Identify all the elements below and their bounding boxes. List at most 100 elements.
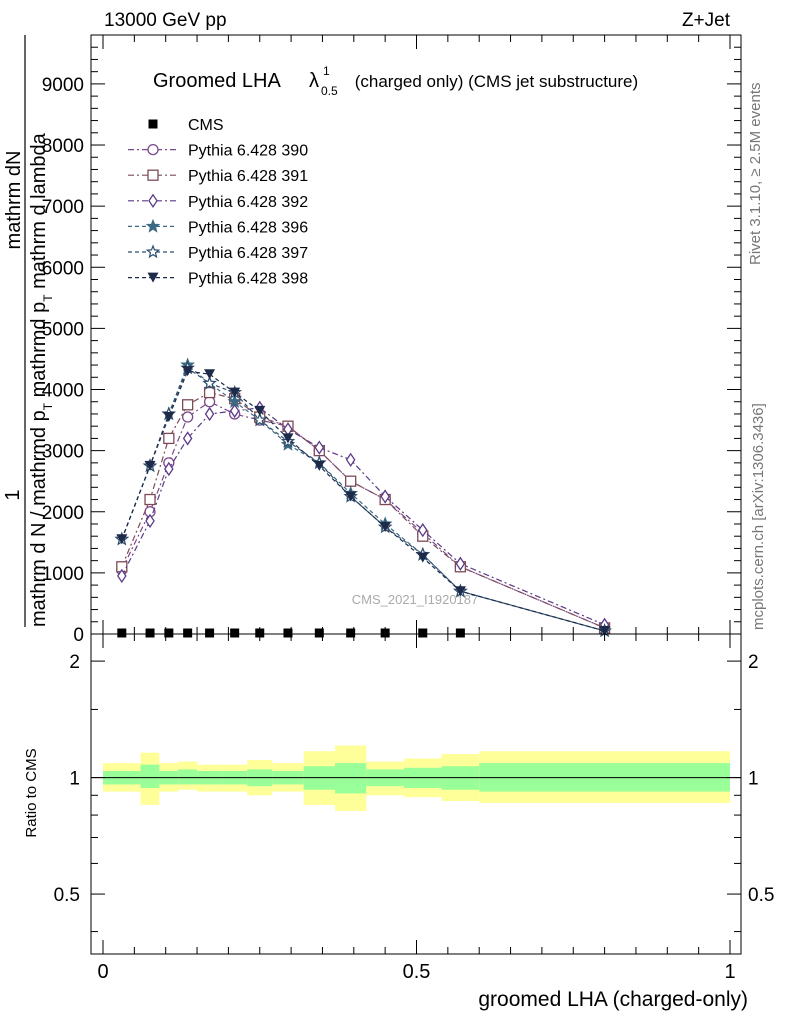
series-5-point-3: [182, 366, 194, 377]
ylabel-one: 1: [2, 489, 24, 500]
main-axis-ticks: 0 1000 2000 3000 4000 5000 6000 7000 8000 9000: [42, 35, 741, 646]
cms-point-12: [455, 628, 465, 638]
plot-title-sub: 0.5: [321, 84, 338, 98]
series-5-point-4: [204, 369, 216, 380]
series-5-point-13: [599, 625, 611, 636]
series-0-point-3: [181, 411, 194, 423]
rivet-version-label: Rivet 3.1.10, ≥ 2.5M events: [747, 83, 764, 266]
legend-marker-2: [147, 169, 159, 181]
legend-marker-0: [148, 119, 158, 129]
plot-title-prefix: Groomed LHA: [153, 70, 281, 92]
header-energy: 13000 GeV pp: [104, 10, 227, 31]
plot-title-sup: 1: [323, 64, 330, 78]
cms-point-7: [283, 628, 293, 638]
series-5-point-8: [313, 460, 325, 471]
series-0-point-4: [203, 396, 216, 408]
ylabel-denominator: mathrm d N / mathrmd pT mathrmd pT mathr…: [28, 132, 55, 627]
series-3-point-5: [227, 394, 242, 408]
series-5-point-5: [229, 387, 241, 398]
series-line-0: [121, 401, 605, 629]
legend-label-4: Pythia 6.428 396: [188, 219, 308, 236]
series-2-point-11: [417, 522, 428, 538]
series-1-point-9: [345, 475, 357, 487]
main-ylabel: 1 mathrm dN mathrm d N / mathrmd pT math…: [2, 35, 55, 627]
ylabel-den-b: T: [41, 402, 55, 410]
analysis-watermark: CMS_2021_I1920187: [352, 592, 479, 607]
series-5-point-11: [417, 552, 429, 563]
cms-point-6: [255, 628, 265, 638]
ratio-ytick-label-right-2: 2: [748, 652, 759, 673]
series-1-point-2: [163, 432, 175, 445]
series-4-point-6: [252, 412, 268, 427]
legend-label-3: Pythia 6.428 392: [188, 194, 308, 211]
cms-data-points: [117, 628, 465, 638]
cms-point-5: [230, 628, 240, 638]
plot-title: Groomed LHA: [153, 70, 281, 92]
legend-marker-6: [147, 272, 159, 283]
ylabel-den-e: mathrm d lambda: [28, 132, 50, 294]
cms-point-2: [164, 628, 174, 638]
legend-label-1: Pythia 6.428 390: [188, 143, 308, 160]
series-line-4: [121, 367, 605, 632]
series-5-point-6: [254, 405, 266, 416]
legend-marker-5: [145, 244, 161, 259]
cms-point-9: [346, 628, 356, 638]
series-2-point-5: [229, 403, 240, 419]
main-ytick-label-6: 6000: [42, 258, 84, 279]
main-ytick-label-8: 8000: [42, 136, 84, 157]
legend-label-2: Pythia 6.428 391: [188, 168, 308, 185]
legend-marker-4: [145, 218, 161, 233]
series-2-point-9: [345, 452, 356, 467]
series-5-point-10: [379, 522, 391, 533]
main-ytick-label-4: 4000: [42, 381, 84, 402]
ylabel-numerator: mathrm dN: [3, 151, 25, 250]
series-2-point-2: [164, 461, 174, 477]
legend-marker-3: [148, 193, 158, 208]
main-ytick-label-3: 3000: [42, 442, 84, 463]
legend-label-6: Pythia 6.428 398: [188, 271, 308, 288]
series-5-point-2: [163, 412, 175, 423]
cms-point-11: [418, 628, 428, 638]
series-1-point-4: [203, 386, 216, 399]
header-process: Z+Jet: [682, 10, 731, 31]
cms-point-1: [145, 628, 155, 638]
legend-label-5: Pythia 6.428 397: [188, 245, 308, 262]
cms-point-10: [380, 628, 390, 638]
ratio-inner-band-3: [178, 769, 198, 785]
cms-point-3: [183, 628, 193, 638]
legend: CMS Pythia 6.428 390 Pythia 6.428 391 Pythi…: [128, 117, 308, 288]
series-2-point-1: [145, 513, 155, 529]
ratio-ytick-label-right-0: 0.5: [748, 885, 774, 906]
main-ytick-label-7: 7000: [42, 197, 84, 218]
ratio-ytick-label-right-1: 1: [748, 769, 759, 790]
ratio-uncertainty-bands: [103, 745, 730, 811]
cms-point-8: [314, 628, 324, 638]
ratio-xtick-label-2: 1: [724, 961, 735, 983]
ratio-plot-panel: 0.5 0.5 1 1 2 2 0 0.5 1: [54, 633, 774, 983]
main-series-group: [114, 357, 612, 638]
ratio-ytick-label-left-0: 0.5: [54, 885, 80, 906]
cms-point-0: [117, 628, 127, 638]
main-ytick-label-9: 9000: [42, 75, 84, 96]
series-5-point-7: [282, 433, 294, 444]
ratio-xtick-label-0: 0: [97, 961, 108, 983]
xlabel: groomed LHA (charged-only): [478, 988, 748, 1011]
ylabel-den-d: T: [41, 294, 55, 302]
series-2-point-10: [380, 489, 390, 504]
ylabel-den-a: mathrm d N / mathrmd p: [28, 410, 50, 627]
cms-point-4: [205, 628, 215, 638]
plot-title-symbol: λ: [309, 70, 319, 92]
legend-label-0: CMS: [188, 117, 224, 134]
series-2-point-4: [204, 406, 215, 422]
ratio-ytick-label-left-1: 1: [69, 769, 80, 790]
plot-title-suffix: (charged only) (CMS jet substructure): [350, 72, 638, 91]
series-5-point-1: [144, 460, 156, 471]
series-line-5: [121, 370, 605, 632]
main-plot-frame: [90, 34, 742, 635]
main-ytick-label-0: 0: [73, 625, 84, 646]
main-ytick-label-2: 2000: [42, 503, 84, 524]
main-ytick-label-1: 1000: [42, 564, 84, 585]
mcplots-label: mcplots.cern.ch [arXiv:1306.3436]: [750, 403, 767, 630]
ratio-axis-ticks: 0.5 0.5 1 1 2 2 0 0.5 1: [54, 634, 774, 983]
